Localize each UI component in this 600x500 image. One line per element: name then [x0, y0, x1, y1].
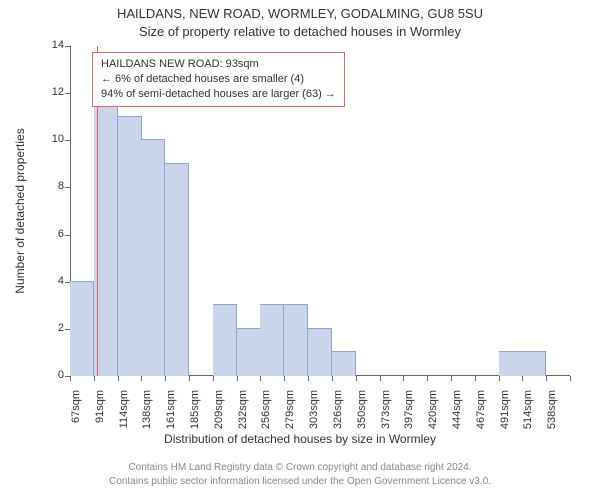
x-tick-label: 256sqm [260, 390, 272, 434]
x-tick-mark [475, 376, 476, 381]
x-tick-label: 161sqm [165, 390, 177, 434]
x-tick-label: 350sqm [356, 390, 368, 434]
histogram-bar [141, 139, 165, 376]
histogram-bar [165, 163, 189, 376]
x-tick-label: 420sqm [427, 390, 439, 434]
histogram-bar [308, 328, 332, 376]
y-tick-label: 2 [38, 322, 64, 334]
x-tick-label: 279sqm [284, 390, 296, 434]
histogram-bar [118, 116, 142, 376]
x-tick-mark [499, 376, 500, 381]
y-tick-mark [65, 282, 70, 283]
x-tick-mark [522, 376, 523, 381]
credits-line2: Contains public sector information licen… [0, 476, 600, 487]
y-tick-mark [65, 329, 70, 330]
annotation-line1: HAILDANS NEW ROAD: 93sqm [101, 57, 336, 72]
y-tick-mark [65, 187, 70, 188]
y-tick-label: 12 [38, 86, 64, 98]
histogram-bar [213, 304, 237, 376]
x-tick-label: 303sqm [308, 390, 320, 434]
x-tick-label: 326sqm [332, 390, 344, 434]
histogram-bar [522, 351, 546, 376]
histogram-bar [284, 304, 308, 376]
chart-container: HAILDANS, NEW ROAD, WORMLEY, GODALMING, … [0, 0, 600, 500]
histogram-bar [237, 328, 261, 376]
x-tick-label: 491sqm [499, 390, 511, 434]
annotation-line3: 94% of semi-detached houses are larger (… [101, 87, 336, 102]
x-axis-label: Distribution of detached houses by size … [0, 432, 600, 446]
chart-title-line1: HAILDANS, NEW ROAD, WORMLEY, GODALMING, … [0, 6, 600, 21]
y-tick-label: 10 [38, 133, 64, 145]
credits-line1: Contains HM Land Registry data © Crown c… [0, 462, 600, 473]
y-tick-mark [65, 235, 70, 236]
x-tick-mark [165, 376, 166, 381]
y-tick-label: 4 [38, 275, 64, 287]
x-tick-mark [403, 376, 404, 381]
x-tick-mark [284, 376, 285, 381]
histogram-bar [70, 281, 94, 376]
x-tick-label: 467sqm [475, 390, 487, 434]
x-tick-label: 373sqm [380, 390, 392, 434]
x-tick-mark [118, 376, 119, 381]
x-tick-label: 185sqm [189, 390, 201, 434]
x-tick-mark [308, 376, 309, 381]
y-tick-label: 8 [38, 180, 64, 192]
x-tick-label: 232sqm [237, 390, 249, 434]
x-tick-label: 114sqm [118, 390, 130, 434]
histogram-bar [260, 304, 284, 376]
annotation-line2: ← 6% of detached houses are smaller (4) [101, 72, 336, 87]
y-axis-label: Number of detached properties [13, 128, 27, 293]
y-axis-label-container: Number of detached properties [12, 46, 28, 376]
x-tick-mark [260, 376, 261, 381]
y-tick-mark [65, 46, 70, 47]
histogram-bar [332, 351, 356, 376]
x-tick-label: 444sqm [451, 390, 463, 434]
x-tick-mark [427, 376, 428, 381]
x-tick-label: 514sqm [522, 390, 534, 434]
x-tick-label: 538sqm [546, 390, 558, 434]
x-tick-mark [546, 376, 547, 381]
x-tick-mark [570, 376, 571, 381]
x-tick-mark [380, 376, 381, 381]
x-tick-mark [332, 376, 333, 381]
chart-title-line2: Size of property relative to detached ho… [0, 24, 600, 39]
x-tick-mark [189, 376, 190, 381]
x-tick-label: 91sqm [94, 390, 106, 434]
histogram-bar [499, 351, 523, 376]
x-tick-mark [356, 376, 357, 381]
x-tick-mark [213, 376, 214, 381]
x-tick-mark [94, 376, 95, 381]
y-tick-mark [65, 140, 70, 141]
x-tick-label: 138sqm [141, 390, 153, 434]
x-tick-mark [237, 376, 238, 381]
y-tick-mark [65, 93, 70, 94]
annotation-box: HAILDANS NEW ROAD: 93sqm ← 6% of detache… [92, 52, 345, 107]
x-tick-label: 209sqm [213, 390, 225, 434]
x-tick-mark [70, 376, 71, 381]
x-tick-label: 397sqm [403, 390, 415, 434]
y-tick-label: 0 [38, 369, 64, 381]
y-tick-label: 6 [38, 228, 64, 240]
x-tick-label: 67sqm [70, 390, 82, 434]
x-tick-mark [141, 376, 142, 381]
y-tick-label: 14 [38, 39, 64, 51]
x-tick-mark [451, 376, 452, 381]
